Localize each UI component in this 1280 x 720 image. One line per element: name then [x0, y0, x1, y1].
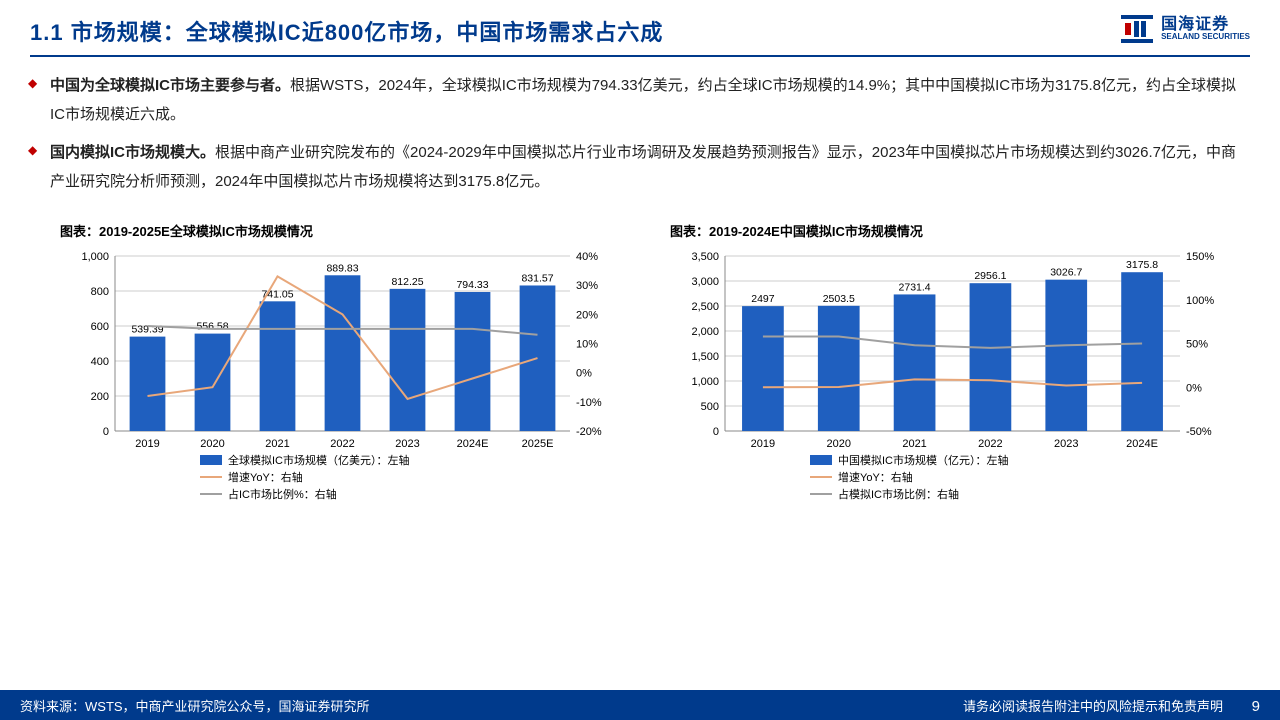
- svg-text:-10%: -10%: [576, 397, 602, 409]
- svg-text:20%: 20%: [576, 309, 598, 321]
- bullet-2: 国内模拟IC市场规模大。根据中商产业研究院发布的《2024-2029年中国模拟芯…: [50, 139, 1240, 196]
- svg-text:2022: 2022: [330, 438, 354, 450]
- svg-text:1,500: 1,500: [691, 351, 719, 363]
- svg-text:150%: 150%: [1186, 251, 1214, 263]
- svg-text:1,000: 1,000: [81, 251, 109, 263]
- svg-text:1,000: 1,000: [691, 376, 719, 388]
- svg-text:831.57: 831.57: [521, 272, 553, 284]
- svg-text:全球模拟IC市场规模（亿美元）：左轴: 全球模拟IC市场规模（亿美元）：左轴: [228, 453, 410, 467]
- chart2-svg: 0 500 1,000 1,500 2,000 2,500 3,000 3,500 -50% 0%…: [670, 246, 1230, 526]
- svg-text:0%: 0%: [576, 368, 592, 380]
- svg-text:2024E: 2024E: [457, 438, 489, 450]
- svg-text:2023: 2023: [1054, 438, 1078, 450]
- footer: 资料来源：WSTS，中商产业研究院公众号，国海证券研究所 请务必阅读报告附注中的…: [0, 690, 1280, 720]
- svg-text:800: 800: [91, 286, 109, 298]
- svg-text:200: 200: [91, 391, 109, 403]
- svg-text:2497: 2497: [751, 293, 775, 305]
- svg-text:40%: 40%: [576, 251, 598, 263]
- page-title: 1.1 市场规模：全球模拟IC近800亿市场，中国市场需求占六成: [30, 15, 663, 47]
- svg-text:0: 0: [103, 426, 109, 438]
- svg-text:50%: 50%: [1186, 339, 1208, 351]
- svg-text:2022: 2022: [978, 438, 1002, 450]
- svg-text:3,000: 3,000: [691, 276, 719, 288]
- svg-text:-20%: -20%: [576, 426, 602, 438]
- page-number: 9: [1252, 698, 1260, 715]
- svg-text:2956.1: 2956.1: [974, 270, 1006, 282]
- svg-text:增速YoY：右轴: 增速YoY：右轴: [838, 470, 913, 484]
- svg-text:中国模拟IC市场规模（亿元）：左轴: 中国模拟IC市场规模（亿元）：左轴: [838, 453, 1009, 467]
- logo-text-cn: 国海证券: [1161, 16, 1250, 34]
- svg-text:2020: 2020: [827, 438, 851, 450]
- svg-text:2020: 2020: [200, 438, 224, 450]
- svg-text:812.25: 812.25: [391, 276, 423, 288]
- chart1-title: 图表：2019-2025E全球模拟IC市场规模情况: [60, 221, 620, 240]
- svg-text:2019: 2019: [751, 438, 775, 450]
- svg-text:占IC市场比例%：右轴: 占IC市场比例%：右轴: [228, 487, 337, 501]
- chart-china: 图表：2019-2024E中国模拟IC市场规模情况 0 500 1,000 1,500…: [670, 221, 1230, 526]
- footer-source: 资料来源：WSTS，中商产业研究院公众号，国海证券研究所: [20, 696, 370, 715]
- svg-text:3175.8: 3175.8: [1126, 259, 1158, 271]
- svg-text:10%: 10%: [576, 339, 598, 351]
- chart2-title: 图表：2019-2024E中国模拟IC市场规模情况: [670, 221, 1230, 240]
- svg-text:2021: 2021: [265, 438, 289, 450]
- svg-text:2,000: 2,000: [691, 326, 719, 338]
- body-content: 中国为全球模拟IC市场主要参与者。根据WSTS，2024年，全球模拟IC市场规模…: [0, 72, 1280, 196]
- svg-text:400: 400: [91, 356, 109, 368]
- svg-text:0: 0: [713, 426, 719, 438]
- svg-text:3,500: 3,500: [691, 251, 719, 263]
- header: 1.1 市场规模：全球模拟IC近800亿市场，中国市场需求占六成 国海证券 SE…: [0, 0, 1280, 55]
- chart-global: 图表：2019-2025E全球模拟IC市场规模情况 0 200 400 600 800 1…: [60, 221, 620, 526]
- svg-text:889.83: 889.83: [326, 262, 358, 274]
- svg-text:2023: 2023: [395, 438, 419, 450]
- svg-text:-50%: -50%: [1186, 426, 1212, 438]
- svg-text:3026.7: 3026.7: [1050, 267, 1082, 279]
- svg-text:2021: 2021: [902, 438, 926, 450]
- logo-text-en: SEALAND SECURITIES: [1161, 33, 1250, 42]
- svg-text:占模拟IC市场比例：右轴: 占模拟IC市场比例：右轴: [838, 487, 959, 501]
- svg-text:2503.5: 2503.5: [823, 293, 855, 305]
- svg-text:2019: 2019: [135, 438, 159, 450]
- footer-disclaimer: 请务必阅读报告附注中的风险提示和免责声明: [963, 699, 1223, 714]
- svg-text:600: 600: [91, 321, 109, 333]
- svg-text:556.58: 556.58: [196, 321, 228, 333]
- svg-text:794.33: 794.33: [456, 279, 488, 291]
- svg-text:500: 500: [701, 401, 719, 413]
- svg-text:100%: 100%: [1186, 295, 1214, 307]
- svg-text:0%: 0%: [1186, 382, 1202, 394]
- svg-text:2,500: 2,500: [691, 301, 719, 313]
- charts-container: 图表：2019-2025E全球模拟IC市场规模情况 0 200 400 600 800 1…: [0, 206, 1280, 526]
- svg-text:2731.4: 2731.4: [899, 281, 931, 293]
- svg-text:30%: 30%: [576, 280, 598, 292]
- logo-icon: [1121, 15, 1153, 43]
- bullet-1: 中国为全球模拟IC市场主要参与者。根据WSTS，2024年，全球模拟IC市场规模…: [50, 72, 1240, 129]
- svg-text:2025E: 2025E: [522, 438, 554, 450]
- svg-text:2024E: 2024E: [1126, 438, 1158, 450]
- company-logo: 国海证券 SEALAND SECURITIES: [1121, 15, 1250, 43]
- chart1-svg: 0 200 400 600 800 1,000 -20% -10% 0% 10% 20% 30% 40%…: [60, 246, 620, 526]
- svg-text:增速YoY：右轴: 增速YoY：右轴: [228, 470, 303, 484]
- header-divider: [30, 55, 1250, 57]
